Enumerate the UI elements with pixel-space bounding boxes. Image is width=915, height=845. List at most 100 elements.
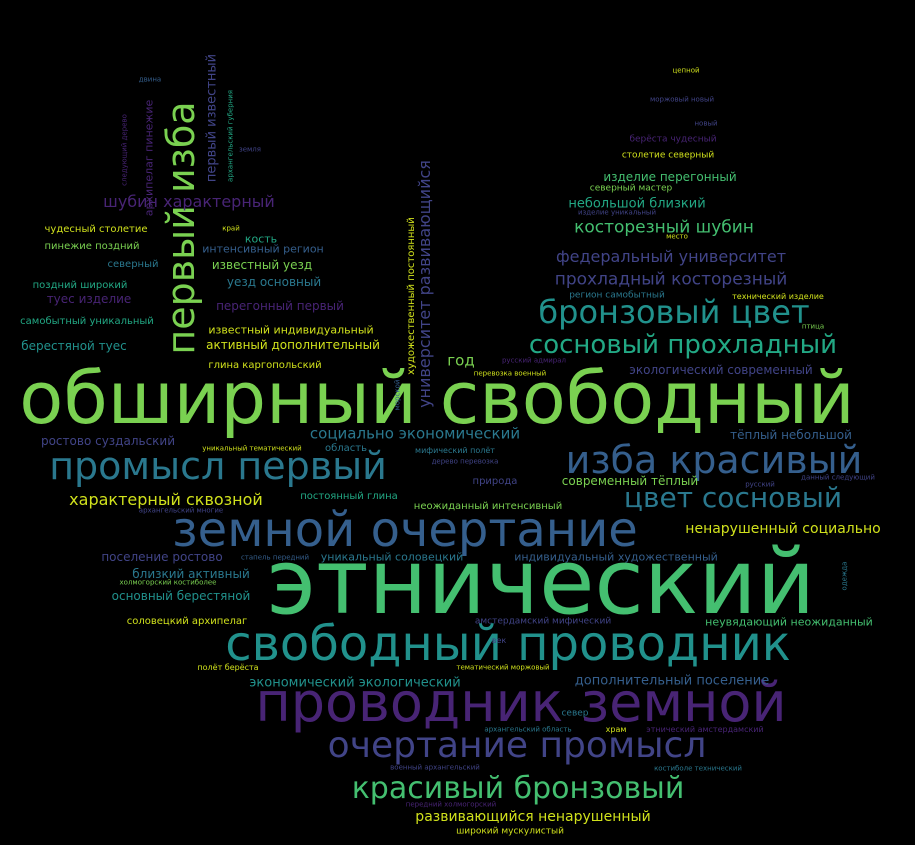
cloud-word: моржовый новый <box>649 95 715 104</box>
cloud-word: двина <box>138 75 162 84</box>
cloud-word: земной очертание <box>172 502 638 558</box>
cloud-word: самобытный уникальный <box>20 316 154 327</box>
cloud-word: ненарушенный социально <box>685 521 881 537</box>
cloud-word: регион самобытный <box>569 290 665 301</box>
cloud-word: перегонный первый <box>216 299 344 313</box>
cloud-word: костиболе технический <box>654 764 742 773</box>
cloud-word: соловецкий архипелаг <box>126 616 248 627</box>
cloud-word: первый изба <box>159 101 203 355</box>
cloud-word: место <box>666 232 688 241</box>
cloud-word: федеральный университет <box>555 247 787 266</box>
cloud-word: косторезный шубин <box>574 217 754 238</box>
cloud-word: область <box>324 443 368 454</box>
cloud-word: архангельский губерния <box>226 90 235 182</box>
cloud-word: этнический амстердамский <box>646 725 764 734</box>
cloud-word: север <box>561 708 589 719</box>
cloud-word: архангельский область <box>484 725 572 734</box>
cloud-word: активный дополнительный <box>206 338 380 352</box>
cloud-word: основный берестяной <box>111 589 251 603</box>
cloud-word: век <box>491 636 507 645</box>
cloud-word: первый известный <box>204 53 220 183</box>
cloud-word: сосновый прохладный <box>528 330 838 360</box>
cloud-word: экономический экологический <box>249 675 461 691</box>
cloud-word: индивидуальный художественный <box>514 550 718 564</box>
cloud-word: постоянный глина <box>300 491 398 502</box>
cloud-word: промысл первый <box>49 444 387 488</box>
cloud-word: поздний широкий <box>32 280 128 291</box>
cloud-word: тёплый небольшой <box>730 428 852 442</box>
cloud-word: красивый бронзовый <box>351 771 685 806</box>
cloud-word: изделие уникальный <box>577 208 657 217</box>
cloud-word: уникальный тематический <box>202 444 302 453</box>
cloud-word: известный уезд <box>211 258 313 272</box>
cloud-word: кость <box>244 232 278 246</box>
cloud-word: уезд основный <box>226 275 322 289</box>
cloud-word: неувядающий неожиданный <box>705 615 873 629</box>
cloud-word: северный мастер <box>589 183 673 194</box>
cloud-word: холмогорский костиболее <box>119 578 217 587</box>
cloud-word: бронзовый цвет <box>538 293 810 331</box>
cloud-word: экологический современный <box>629 363 813 377</box>
cloud-word: изба красивый <box>565 438 863 482</box>
cloud-word: чудесный столетие <box>44 224 148 235</box>
cloud-word: храм <box>605 725 627 734</box>
cloud-word: морской <box>393 379 402 411</box>
cloud-word: дерево перевозка <box>431 457 499 466</box>
cloud-word: глина каргопольский <box>208 360 322 371</box>
cloud-word: интенсивный регион <box>202 242 324 256</box>
cloud-word: проводник земной <box>255 671 787 734</box>
cloud-word: прохладный косторезный <box>554 269 788 290</box>
cloud-word: характерный сквозной <box>69 490 263 509</box>
cloud-word: развивающийся ненарушенный <box>415 809 651 825</box>
cloud-word: этнический <box>266 530 816 635</box>
cloud-word: природа <box>472 476 518 487</box>
cloud-word: птица <box>801 322 825 331</box>
cloud-word: земля <box>239 145 261 154</box>
cloud-word: столетие северный <box>621 150 715 161</box>
cloud-word: изделие перегонный <box>603 170 737 184</box>
cloud-word: широкий мускулистый <box>456 826 564 837</box>
cloud-word: военный архангельский <box>390 763 480 772</box>
cloud-word: очертание промысл <box>327 725 707 766</box>
cloud-word: дополнительный поселение <box>574 673 770 689</box>
cloud-word: тематический моржовый <box>456 663 550 672</box>
cloud-word: данный следующий <box>801 473 875 482</box>
cloud-word: ростово суздальский <box>40 434 176 448</box>
cloud-word: пинежие поздний <box>44 241 140 252</box>
cloud-word: небольшой близкий <box>568 196 706 212</box>
cloud-word: следующий дерево <box>120 114 129 186</box>
cloud-word: русский адмирал <box>501 356 567 365</box>
cloud-word: полёт берёста <box>197 663 259 672</box>
cloud-word: туес изделие <box>46 292 132 306</box>
cloud-word: современный тёплый <box>561 474 699 488</box>
cloud-word: неожиданный интенсивный <box>413 501 563 512</box>
cloud-word: северный <box>107 259 159 270</box>
cloud-word: стапель передний <box>240 553 310 562</box>
cloud-word: университет развивающийся <box>415 160 434 408</box>
cloud-word: обширный свободный <box>19 356 855 440</box>
cloud-word: передний холмогорский <box>405 800 497 809</box>
cloud-word: технический изделие <box>732 292 824 301</box>
cloud-word: амстердамский мифический <box>474 616 612 627</box>
cloud-word: год <box>447 351 475 370</box>
cloud-word: перевозка военный <box>473 369 547 378</box>
cloud-word: русский <box>745 480 775 489</box>
cloud-word: край <box>222 224 240 233</box>
cloud-word: одежда <box>840 561 849 591</box>
cloud-word: берёста чудесный <box>629 134 717 145</box>
cloud-word: известный индивидуальный <box>208 323 374 337</box>
cloud-word: близкий активный <box>132 567 250 581</box>
cloud-word: свободный проводник <box>225 616 791 672</box>
cloud-word: поселение ростово <box>101 550 223 564</box>
cloud-word: социально экономический <box>309 424 521 443</box>
cloud-word: уникальный соловецкий <box>320 550 464 564</box>
cloud-word: цвет сосновый <box>623 481 843 514</box>
cloud-word: художественный постоянный <box>406 217 417 375</box>
cloud-word: архангельский многие <box>138 506 224 515</box>
cloud-word: берестяной туес <box>21 339 127 353</box>
cloud-word: новый <box>694 119 718 128</box>
cloud-word: цепной <box>672 66 700 75</box>
cloud-word: мифический полёт <box>415 446 495 455</box>
cloud-word: шубин характерный <box>103 192 275 211</box>
